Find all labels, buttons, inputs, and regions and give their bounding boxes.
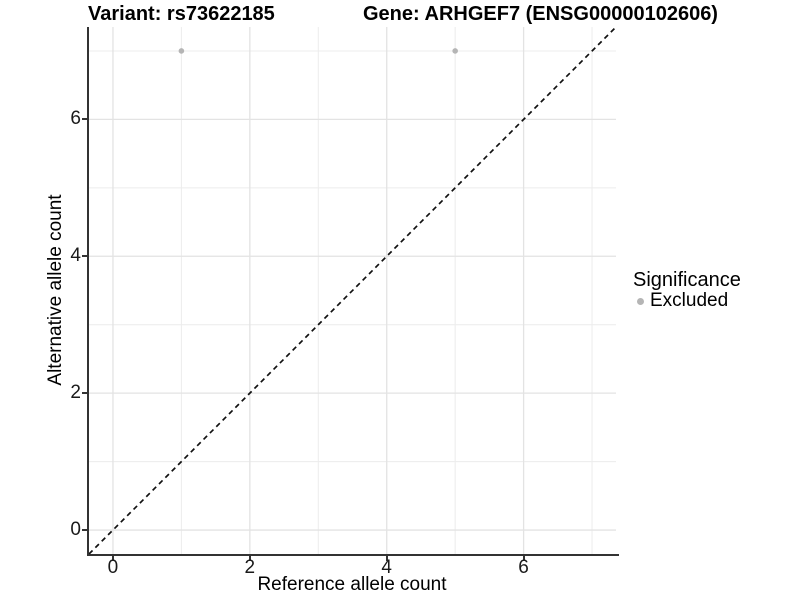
data-point-excluded <box>452 48 458 54</box>
y-axis-line <box>87 27 89 556</box>
plot-panel <box>89 27 616 554</box>
y-tick-mark <box>82 255 87 258</box>
y-tick-label: 4 <box>70 245 81 267</box>
x-tick-mark <box>248 556 251 561</box>
x-tick-mark <box>111 556 114 561</box>
x-tick-label: 0 <box>107 557 119 578</box>
legend-title: Significance <box>633 269 741 291</box>
identity-dashed-line <box>89 27 616 554</box>
variant-title: Variant: rs73622185 <box>88 3 275 25</box>
y-tick-mark <box>82 118 87 121</box>
excluded-point-icon <box>637 298 644 305</box>
y-tick-mark <box>82 392 87 395</box>
legend-item: Excluded <box>633 289 741 313</box>
y-axis-title: Alternative allele count <box>45 194 66 386</box>
x-axis-title: Reference allele count <box>257 574 447 595</box>
y-tick-label: 0 <box>70 519 81 541</box>
x-tick-label: 2 <box>244 557 256 578</box>
y-tick-label: 2 <box>70 382 81 404</box>
y-tick-mark <box>82 529 87 532</box>
gene-title: Gene: ARHGEF7 (ENSG00000102606) <box>363 3 718 25</box>
x-tick-mark <box>385 556 388 561</box>
data-point-excluded <box>178 48 185 54</box>
x-tick-label: 4 <box>381 557 393 578</box>
legend-item-label: Excluded <box>650 290 729 311</box>
x-axis-line <box>87 554 619 556</box>
y-tick-label: 6 <box>70 108 81 130</box>
x-tick-mark <box>522 556 525 561</box>
legend: Significance Excluded <box>633 268 741 313</box>
x-tick-label: 6 <box>518 557 529 578</box>
